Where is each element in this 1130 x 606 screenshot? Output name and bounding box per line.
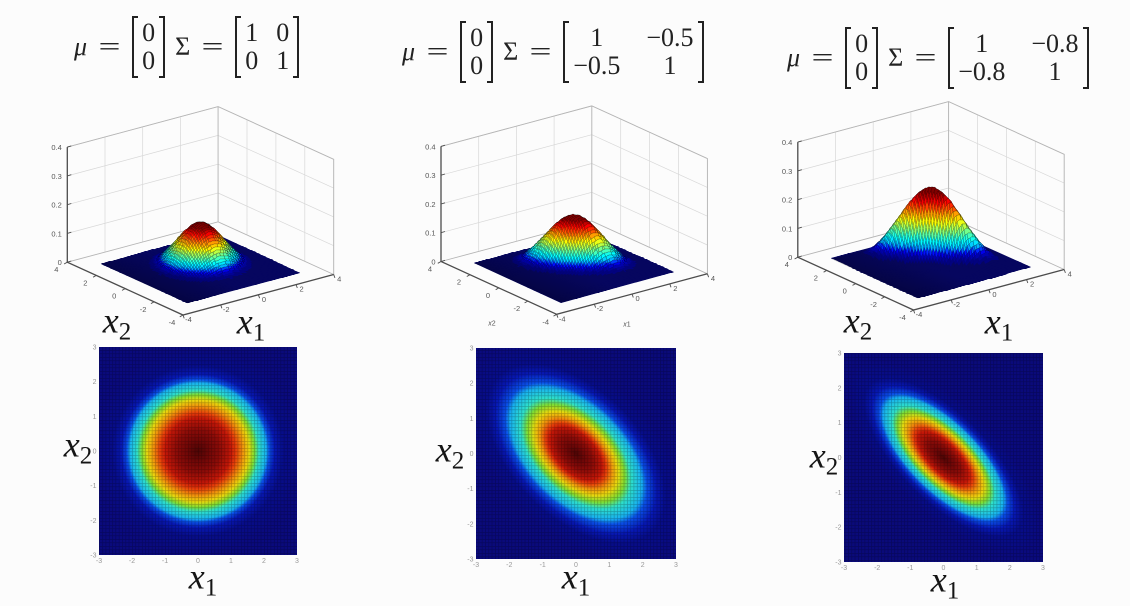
svg-text:-2: -2 [597,304,604,313]
svg-text:-1: -1 [907,565,913,572]
svg-text:-2: -2 [870,300,877,309]
svg-text:0: 0 [470,451,474,458]
svg-text:-2: -2 [140,305,147,314]
svg-text:-1: -1 [835,490,841,497]
svg-text:0.3: 0.3 [425,171,435,180]
svg-text:-3: -3 [467,557,473,564]
svg-text:0: 0 [431,258,435,267]
svg-text:2: 2 [93,379,97,386]
svg-text:2: 2 [673,284,677,293]
svg-text:-3: -3 [96,558,102,565]
svg-text:0: 0 [942,565,946,572]
svg-text:0.3: 0.3 [51,172,61,181]
svg-text:-3: -3 [835,560,841,567]
svg-text:-3: -3 [473,562,479,569]
svg-text:0: 0 [574,562,578,569]
svg-text:2: 2 [300,285,304,294]
svg-text:0.1: 0.1 [51,229,61,238]
svg-text:0: 0 [992,290,996,299]
svg-text:1: 1 [975,565,979,572]
svg-text:0: 0 [112,292,116,301]
svg-text:-4: -4 [169,318,176,327]
svg-text:3: 3 [93,345,97,352]
svg-text:-2: -2 [129,558,135,565]
svg-text:-2: -2 [953,300,960,309]
svg-text:0.1: 0.1 [782,224,792,233]
svg-text:-3: -3 [90,553,96,560]
svg-text:-4: -4 [899,313,906,322]
svg-text:3: 3 [295,558,299,565]
svg-text:0.4: 0.4 [425,142,435,151]
svg-text:-2: -2 [223,305,230,314]
svg-text:4: 4 [337,275,341,284]
svg-text:0.4: 0.4 [51,143,61,152]
svg-text:-2: -2 [506,562,512,569]
svg-text:2: 2 [457,278,461,287]
svg-text:4: 4 [711,274,715,283]
svg-text:2: 2 [838,385,842,392]
svg-text:3: 3 [838,351,842,358]
svg-text:2: 2 [814,273,818,282]
svg-text:2: 2 [470,381,474,388]
svg-text:2: 2 [1008,565,1012,572]
svg-text:-1: -1 [467,486,473,493]
svg-text:-3: -3 [841,565,847,572]
svg-text:2: 2 [1030,280,1034,289]
svg-text:4: 4 [785,260,789,269]
svg-text:4: 4 [1068,270,1072,279]
svg-text:0.2: 0.2 [782,196,792,205]
svg-text:0: 0 [93,449,97,456]
svg-text:0: 0 [262,295,266,304]
svg-text:0: 0 [788,253,792,262]
svg-text:-2: -2 [835,525,841,532]
svg-text:3: 3 [674,562,678,569]
svg-text:1: 1 [93,414,97,421]
svg-text:3: 3 [1041,565,1045,572]
svg-text:0: 0 [838,455,842,462]
svg-text:1: 1 [470,416,474,423]
svg-text:-1: -1 [90,483,96,490]
svg-text:-4: -4 [916,310,923,319]
svg-text:2: 2 [641,562,645,569]
svg-text:-4: -4 [559,314,566,323]
svg-text:1: 1 [607,562,611,569]
svg-text:0: 0 [196,558,200,565]
svg-text:0: 0 [486,291,490,300]
svg-text:0.4: 0.4 [782,138,792,147]
svg-text:2: 2 [262,558,266,565]
svg-text:-4: -4 [185,315,192,324]
svg-text:-2: -2 [874,565,880,572]
svg-text:4: 4 [54,265,58,274]
svg-text:0: 0 [58,258,62,267]
svg-text:0.2: 0.2 [425,200,435,209]
svg-text:1: 1 [838,420,842,427]
svg-text:3: 3 [470,346,474,353]
svg-text:2: 2 [83,278,87,287]
svg-text:4: 4 [428,265,432,274]
svg-text:0.2: 0.2 [51,201,61,210]
svg-text:-4: -4 [542,317,549,326]
svg-text:0: 0 [843,287,847,296]
svg-text:-1: -1 [162,558,168,565]
svg-text:-1: -1 [540,562,546,569]
svg-text:0: 0 [636,294,640,303]
svg-text:0.1: 0.1 [425,229,435,238]
svg-text:0.3: 0.3 [782,167,792,176]
svg-text:-2: -2 [467,521,473,528]
svg-text:-2: -2 [90,518,96,525]
svg-text:-2: -2 [513,304,520,313]
svg-text:1: 1 [229,558,233,565]
